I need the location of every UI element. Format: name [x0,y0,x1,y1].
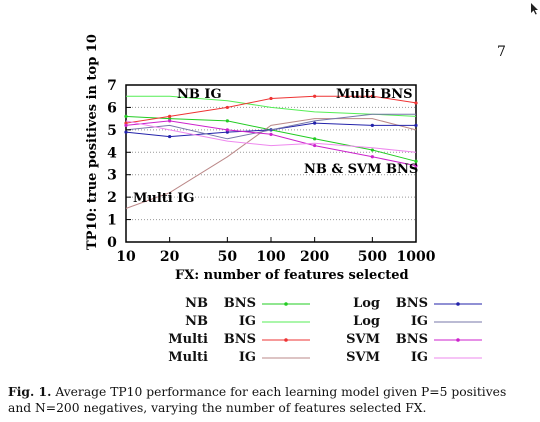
legend-feature: IG [238,350,256,365]
annotation-nb-svm-bns: NB & SVM BNS [304,162,418,177]
y-tick-label: 2 [107,190,117,206]
y-tick-label: 0 [107,235,117,251]
series-line-6 [125,120,417,167]
series-lines [124,94,418,209]
data-point [370,148,374,152]
data-point [414,123,418,127]
caption-text: Average TP10 performance for each learni… [8,385,507,415]
legend-model: Log [353,314,380,329]
data-point [124,123,128,127]
mouse-cursor-icon [531,0,539,19]
line-chart: 0 1 2 3 4 5 6 7 10 20 50 100 200 500 1000 NB IG Multi … [85,34,436,283]
y-tick-label: 3 [107,168,117,184]
legend-swatch [434,321,482,323]
x-tick-label: 1000 [397,249,436,265]
legend-feature: BNS [223,332,256,347]
x-axis-label: FX: number of features selected [175,268,409,283]
series-line-5 [125,113,416,140]
y-tick-label: 7 [107,78,117,94]
legend-model: SVM [346,350,380,365]
x-tick-label: 500 [358,249,387,265]
data-point [313,94,317,98]
data-point [414,164,418,168]
y-tick-label: 5 [107,123,117,139]
annotation-nb-ig: NB IG [177,87,222,102]
series-line-7 [125,120,417,153]
legend-feature: BNS [395,332,428,347]
x-tick-label: 100 [256,249,285,265]
data-point [414,159,418,163]
legend-model: Multi [168,332,208,347]
legend-model: NB [185,296,208,311]
series-line-0 [125,115,417,162]
y-tick-label: 6 [107,100,117,116]
data-point [414,101,418,105]
annotation-multi-bns: Multi BNS [336,87,413,102]
data-point [313,137,317,141]
data-point [370,123,374,127]
y-tick-label: 4 [107,145,117,161]
x-tick-label: 50 [218,249,238,265]
data-point [225,128,229,132]
data-point [313,143,317,148]
legend-model: Log [353,296,380,311]
legend-model: NB [185,314,208,329]
legend-marker [456,302,460,306]
data-point [225,105,229,110]
data-point [124,130,128,134]
data-point [168,119,172,123]
data-point [168,117,172,121]
series-line-3 [125,118,417,209]
legend-marker [284,338,288,342]
legend-marker [456,338,460,342]
data-point [168,114,172,118]
legend-model: Multi [168,350,208,365]
legend-feature: BNS [223,296,256,311]
data-point [124,121,128,125]
data-point [313,121,317,125]
y-axis-label: TP10: true positives in top 10 [85,34,100,250]
legend-model: SVM [346,332,380,347]
legend-feature: BNS [395,296,428,311]
x-tick-label: 20 [160,249,180,265]
legend-swatch [434,338,482,342]
data-point [370,155,374,159]
data-point [269,96,273,101]
legend-swatch [434,357,482,359]
legend-swatch [262,302,310,306]
legend-marker [284,302,288,306]
x-tick-label: 200 [300,249,329,265]
legend-swatch [262,338,310,342]
legend-swatch [262,357,310,359]
data-point [269,132,273,136]
annotation-multi-ig: Multi IG [133,191,194,206]
legend-swatch [434,302,482,306]
figure-caption: Fig. 1. Average TP10 performance for eac… [8,384,532,416]
y-tick-label: 1 [107,213,117,229]
legend-feature: IG [238,314,256,329]
data-point [124,114,128,118]
caption-label: Fig. 1. [8,384,52,399]
data-point [370,94,374,98]
data-point [225,119,229,123]
legend-feature: IG [410,350,428,365]
legend-swatch [262,321,310,323]
legend-feature: IG [410,314,428,329]
data-point [225,130,229,134]
axis-ticks: 0 1 2 3 4 5 6 7 10 20 50 100 200 500 1000 [107,78,436,265]
data-point [168,134,172,139]
page-number: 7 [497,44,506,60]
x-tick-label: 10 [116,249,136,265]
